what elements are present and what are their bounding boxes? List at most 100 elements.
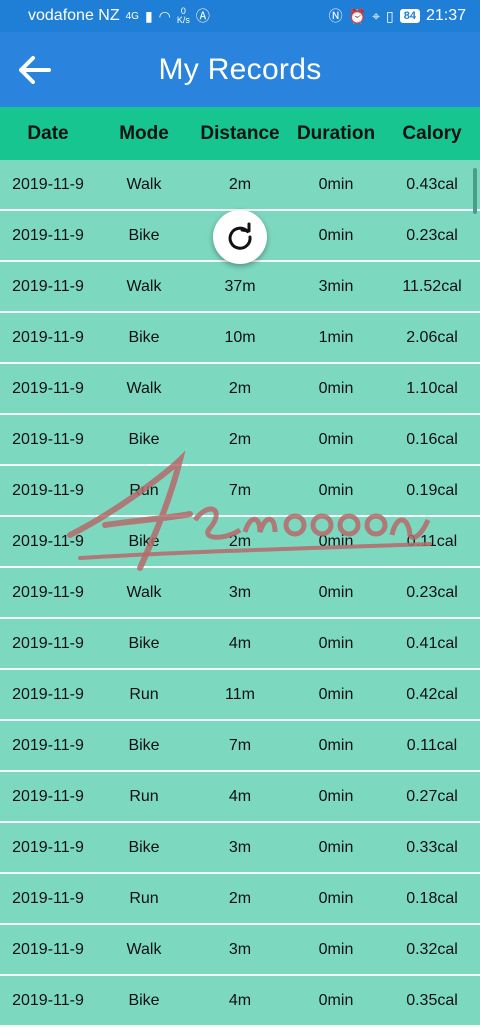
- cell-calory: 0.35cal: [406, 991, 458, 1009]
- cell-distance: 4m: [228, 787, 252, 805]
- back-button[interactable]: [14, 50, 54, 90]
- cell-distance: 37m: [224, 277, 256, 295]
- battery-indicator: 84: [399, 9, 420, 23]
- network-speed: 0 K/s: [177, 7, 190, 25]
- table-row[interactable]: 2019-11-9 Run 2m 0min 0.18cal: [0, 874, 480, 925]
- table-row[interactable]: 2019-11-9 Run 11m 0min 0.42cal: [0, 670, 480, 721]
- table-row[interactable]: 2019-11-9 Bike 3m 0min 0.33cal: [0, 823, 480, 874]
- cell-distance: 3m: [228, 940, 252, 958]
- location-icon: ⌖: [372, 7, 380, 24]
- speed-unit: K/s: [176, 15, 190, 25]
- table-row[interactable]: 2019-11-9 Walk 37m 3min 11.52cal: [0, 262, 480, 313]
- cell-duration: 0min: [318, 736, 354, 754]
- cell-date: 2019-11-9: [12, 991, 84, 1009]
- alarm-icon: ⏰: [348, 7, 367, 24]
- table-row[interactable]: 2019-11-9 Bike 4m 0min 0.35cal: [0, 976, 480, 1027]
- table-row[interactable]: 2019-11-9 Bike 10m 1min 2.06cal: [0, 313, 480, 364]
- cell-duration: 0min: [318, 583, 354, 601]
- cell-duration: 0min: [318, 991, 354, 1009]
- cell-duration: 3min: [318, 277, 354, 295]
- app-notification-icon: Ⓐ: [195, 8, 210, 24]
- page-title: My Records: [158, 52, 322, 86]
- cell-calory: 2.06cal: [406, 328, 458, 346]
- table-row[interactable]: 2019-11-9 Run 4m 0min 0.27cal: [0, 772, 480, 823]
- table-row[interactable]: 2019-11-9 Run 7m 0min 0.19cal: [0, 466, 480, 517]
- cell-distance: 10m: [224, 328, 256, 346]
- cell-duration: 0min: [318, 175, 354, 193]
- cell-calory: 0.42cal: [406, 685, 458, 703]
- cell-duration: 0min: [318, 532, 354, 550]
- cell-date: 2019-11-9: [12, 736, 84, 754]
- cell-calory: 0.27cal: [406, 787, 458, 805]
- cell-mode: Bike: [128, 328, 160, 346]
- speed-value: 0: [180, 6, 186, 16]
- cell-duration: 0min: [318, 481, 354, 499]
- cell-mode: Run: [129, 685, 159, 703]
- cell-duration: 0min: [318, 634, 354, 652]
- cell-mode: Walk: [126, 175, 162, 193]
- records-list[interactable]: 2019-11-9 Walk 2m 0min 0.43cal 2019-11-9 Bike 0…: [0, 160, 480, 1027]
- cell-date: 2019-11-9: [12, 481, 84, 499]
- cell-distance: 7m: [228, 736, 252, 754]
- cell-distance: 11m: [225, 685, 255, 703]
- cell-date: 2019-11-9: [12, 940, 84, 958]
- cell-date: 2019-11-9: [12, 583, 84, 601]
- cell-duration: 0min: [318, 940, 354, 958]
- table-header: Date Mode Distance Duration Calory: [0, 107, 480, 160]
- scrollbar[interactable]: [473, 168, 477, 214]
- header-distance[interactable]: Distance: [200, 122, 280, 144]
- cell-mode: Run: [129, 481, 159, 499]
- cell-calory: 1.10cal: [406, 379, 458, 397]
- cell-mode: Bike: [128, 430, 160, 448]
- refresh-button[interactable]: [213, 210, 267, 264]
- table-row[interactable]: 2019-11-9 Walk 3m 0min 0.32cal: [0, 925, 480, 976]
- cell-distance: 4m: [228, 634, 252, 652]
- cell-distance: 2m: [228, 532, 252, 550]
- cell-date: 2019-11-9: [12, 532, 84, 550]
- cell-date: 2019-11-9: [12, 889, 84, 907]
- status-left: vodafone NZ 4G ▮ ◠ 0 K/s Ⓐ: [28, 6, 210, 26]
- cell-date: 2019-11-9: [12, 379, 84, 397]
- table-row[interactable]: 2019-11-9 Bike 2m 0min 0.16cal: [0, 415, 480, 466]
- wifi-icon: ◠: [158, 7, 171, 24]
- table-row[interactable]: 2019-11-9 Bike 2m 0min 0.11cal: [0, 517, 480, 568]
- cell-calory: 0.23cal: [406, 583, 458, 601]
- cell-calory: 11.52cal: [402, 277, 462, 295]
- refresh-icon: [228, 222, 252, 250]
- header-duration[interactable]: Duration: [296, 122, 376, 144]
- cell-mode: Run: [129, 889, 159, 907]
- carrier-name: vodafone NZ: [28, 7, 120, 24]
- cell-calory: 0.18cal: [406, 889, 458, 907]
- table-row[interactable]: 2019-11-9 Walk 3m 0min 0.23cal: [0, 568, 480, 619]
- table-row[interactable]: 2019-11-9 Walk 2m 0min 1.10cal: [0, 364, 480, 415]
- cell-calory: 0.32cal: [406, 940, 458, 958]
- cell-distance: 3m: [228, 838, 252, 856]
- cell-duration: 0min: [318, 685, 354, 703]
- table-row[interactable]: 2019-11-9 Bike 7m 0min 0.11cal: [0, 721, 480, 772]
- cell-mode: Bike: [128, 838, 160, 856]
- cell-distance: 7m: [228, 481, 252, 499]
- cell-mode: Walk: [126, 940, 162, 958]
- cell-distance: 4m: [228, 991, 252, 1009]
- cell-mode: Bike: [128, 634, 160, 652]
- cell-calory: 0.33cal: [406, 838, 458, 856]
- cell-mode: Run: [129, 787, 159, 805]
- app-bar: My Records: [0, 32, 480, 107]
- header-calory[interactable]: Calory: [402, 122, 462, 144]
- header-mode[interactable]: Mode: [119, 122, 169, 144]
- cell-distance: 3m: [228, 583, 252, 601]
- arrow-left-icon: [19, 56, 51, 84]
- cell-date: 2019-11-9: [12, 787, 84, 805]
- cell-mode: Walk: [126, 277, 162, 295]
- header-date[interactable]: Date: [27, 122, 69, 144]
- cell-mode: Bike: [128, 532, 160, 550]
- table-row[interactable]: 2019-11-9 Walk 2m 0min 0.43cal: [0, 160, 480, 211]
- cell-distance: 2m: [228, 175, 252, 193]
- cell-mode: Bike: [128, 736, 160, 754]
- cell-distance: 2m: [228, 889, 252, 907]
- cell-duration: 0min: [318, 838, 354, 856]
- cell-duration: 0min: [318, 226, 354, 244]
- table-row[interactable]: 2019-11-9 Bike 4m 0min 0.41cal: [0, 619, 480, 670]
- vibrate-icon: ▯: [385, 7, 394, 24]
- cell-calory: 0.23cal: [406, 226, 458, 244]
